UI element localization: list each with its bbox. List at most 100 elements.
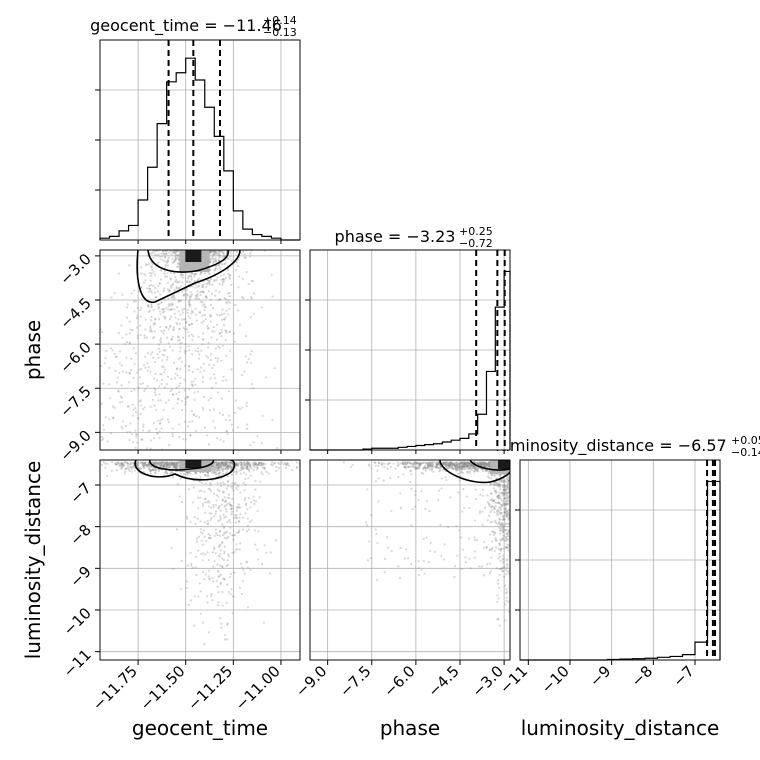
- sample-point: [207, 327, 210, 330]
- sample-point: [505, 532, 508, 535]
- sample-point: [148, 284, 151, 288]
- sample-point: [148, 309, 151, 312]
- sample-point: [392, 462, 395, 465]
- hist-panel-luminosity_distance: [515, 459, 721, 661]
- sample-point: [500, 511, 503, 515]
- sample-point: [275, 466, 278, 469]
- sample-point: [162, 464, 166, 467]
- sample-point: [220, 318, 223, 321]
- sample-point: [165, 461, 168, 464]
- sample-point: [150, 465, 153, 468]
- sample-point: [286, 462, 289, 465]
- sample-point: [267, 472, 270, 475]
- sample-point: [482, 463, 486, 466]
- sample-point: [221, 462, 224, 465]
- sample-point: [211, 367, 214, 370]
- sample-point: [156, 303, 159, 306]
- sample-point: [243, 463, 246, 466]
- sample-point: [233, 332, 236, 335]
- sample-point: [170, 253, 173, 256]
- sample-point: [223, 578, 226, 581]
- sample-point: [187, 369, 191, 372]
- sample-point: [135, 317, 138, 320]
- sample-point: [370, 467, 373, 470]
- sample-point: [506, 500, 509, 503]
- sample-point: [185, 350, 188, 353]
- sample-point: [105, 474, 108, 478]
- sample-point: [173, 464, 176, 467]
- sample-point: [212, 463, 215, 466]
- sample-point: [505, 510, 508, 513]
- sample-point: [500, 567, 503, 570]
- sample-point: [470, 467, 474, 470]
- sample-point: [229, 504, 233, 507]
- sample-point: [213, 259, 216, 262]
- sample-point: [494, 537, 497, 540]
- sample-point: [212, 280, 215, 283]
- sample-point: [161, 311, 164, 314]
- sample-point: [219, 466, 222, 469]
- sample-point: [164, 265, 167, 269]
- sample-point: [208, 279, 211, 282]
- sample-point: [436, 463, 439, 466]
- sample-point: [397, 465, 400, 468]
- sample-point: [246, 464, 249, 467]
- sample-point: [235, 543, 238, 546]
- sample-point: [486, 469, 489, 473]
- sample-point: [417, 467, 420, 470]
- sample-point: [154, 318, 157, 321]
- sample-point: [182, 294, 185, 297]
- sample-point: [498, 542, 501, 545]
- sample-point: [242, 297, 245, 300]
- sample-point: [114, 463, 117, 466]
- sample-point: [214, 466, 217, 470]
- sample-point: [443, 463, 446, 466]
- sample-point: [135, 463, 138, 466]
- sample-point: [223, 526, 226, 529]
- sample-point: [500, 522, 503, 525]
- sample-point: [458, 479, 461, 482]
- sample-point: [153, 391, 156, 394]
- sample-point: [218, 465, 221, 468]
- sample-point: [226, 464, 229, 467]
- sample-point: [155, 295, 158, 298]
- sample-point: [180, 318, 183, 321]
- sample-point: [465, 465, 468, 468]
- sample-point: [424, 462, 427, 465]
- sample-point: [220, 461, 223, 464]
- sample-point: [237, 265, 240, 268]
- sample-point: [232, 595, 235, 598]
- sample-point: [243, 461, 246, 464]
- sample-point: [161, 461, 164, 464]
- sample-point: [153, 291, 157, 294]
- sample-point: [141, 462, 144, 465]
- sample-point: [243, 498, 246, 501]
- sample-point: [111, 349, 114, 352]
- sample-point: [190, 562, 193, 566]
- sample-point: [171, 427, 174, 430]
- sample-point: [248, 463, 252, 466]
- sample-point: [220, 397, 223, 400]
- sample-point: [505, 573, 508, 576]
- sample-point: [161, 250, 164, 252]
- sample-point: [149, 279, 152, 282]
- sample-point: [160, 461, 163, 464]
- sample-point: [271, 418, 274, 421]
- sample-point: [459, 467, 462, 470]
- sample-point: [225, 461, 228, 464]
- sample-point: [195, 272, 198, 275]
- sample-point: [238, 461, 241, 464]
- sample-point: [214, 463, 217, 466]
- sample-point: [238, 516, 241, 520]
- sample-point: [228, 331, 231, 334]
- sample-point: [402, 473, 405, 476]
- sample-point: [139, 467, 142, 470]
- sample-point: [440, 487, 443, 490]
- sample-point: [199, 528, 202, 531]
- sample-point: [136, 464, 139, 467]
- sample-point: [216, 468, 219, 471]
- sample-point: [170, 286, 173, 289]
- sample-point: [454, 469, 458, 472]
- sample-point: [479, 463, 482, 466]
- sample-point: [502, 526, 505, 529]
